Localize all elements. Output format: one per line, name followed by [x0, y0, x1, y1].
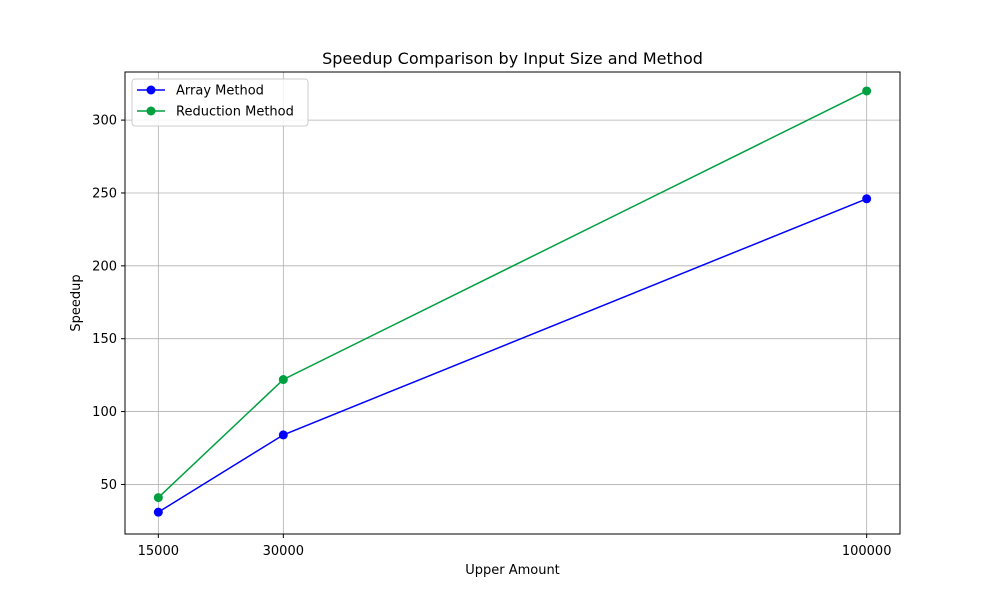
reduction-method-line: [157, 90, 867, 499]
reduction-method-legend-label: Reduction Method: [176, 105, 294, 120]
array-method-legend-marker: [146, 85, 156, 95]
y-tick-label: 300: [92, 114, 117, 129]
x-axis-label: Upper Amount: [465, 563, 560, 578]
x-tick-label: 100000: [842, 544, 892, 559]
x-axis-ticks: 15000 30000 100000: [138, 534, 892, 559]
y-axis-label: Speedup: [69, 274, 84, 331]
y-tick-label: 50: [100, 478, 117, 493]
y-axis-ticks: 50 100 150 200 250 300: [92, 114, 125, 493]
grid-lines: [125, 72, 900, 534]
array-method-point: [278, 430, 288, 440]
reduction-method-legend-marker: [146, 106, 156, 116]
reduction-method-point: [862, 86, 872, 96]
chart-title: Speedup Comparison by Input Size and Met…: [322, 49, 703, 68]
y-tick-label: 150: [92, 332, 117, 347]
x-tick-label: 30000: [263, 544, 304, 559]
legend-box: [131, 78, 309, 127]
array-method-point: [153, 507, 163, 517]
array-method-point: [862, 194, 872, 204]
y-tick-label: 200: [92, 259, 117, 274]
x-tick-label: 15000: [138, 544, 179, 559]
reduction-method-point: [153, 493, 163, 503]
array-method-legend-label: Array Method: [176, 84, 264, 99]
series-lines: [157, 90, 867, 513]
legend: Array Method Reduction Method: [131, 78, 309, 127]
plot-area-frame: [124, 71, 901, 535]
y-tick-label: 250: [92, 186, 117, 201]
series-points: [153, 86, 872, 517]
reduction-method-point: [278, 375, 288, 385]
y-tick-label: 100: [92, 405, 117, 420]
array-method-line: [157, 198, 867, 513]
